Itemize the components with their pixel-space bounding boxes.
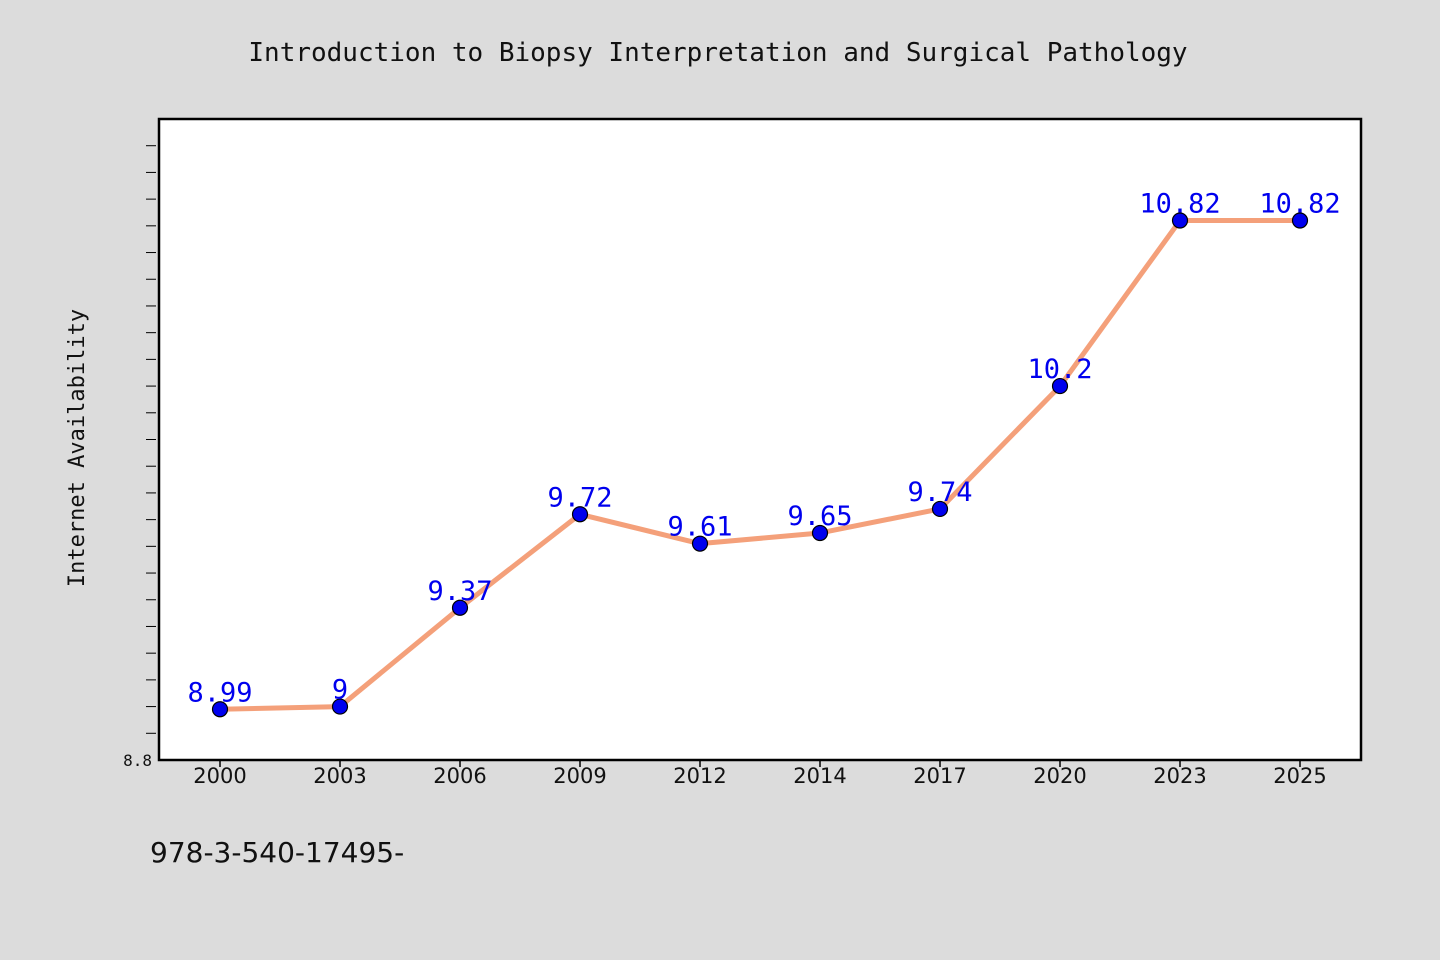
data-point-marker <box>1051 377 1069 395</box>
y-axis-ticks <box>146 145 156 734</box>
data-label: 9.74 <box>907 477 972 508</box>
x-tick-label: 2025 <box>1273 764 1326 788</box>
x-tick-label: 2006 <box>433 764 486 788</box>
x-tick-label: 2014 <box>793 764 846 788</box>
data-label: 9.37 <box>427 576 492 607</box>
data-label: 10.82 <box>1259 188 1340 219</box>
data-point-marker <box>331 698 349 715</box>
data-label: 9 <box>332 675 348 706</box>
x-tick-label: 2012 <box>673 764 726 788</box>
data-point-marker <box>931 500 949 518</box>
isbn-annotation: 978-3-540-17495- <box>150 836 404 869</box>
data-point-marker <box>211 701 229 718</box>
data-labels: 8.99 9 9.37 9.72 9.61 9.65 9.74 10.2 10.82 10.82 <box>187 188 1340 708</box>
data-point-marker <box>1171 212 1189 229</box>
plot-area <box>157 117 1363 762</box>
data-label: 10.82 <box>1139 188 1220 219</box>
data-point-marker <box>811 524 829 542</box>
data-label: 10.2 <box>1027 354 1092 385</box>
chart-title: Introduction to Biopsy Interpretation an… <box>248 38 1187 68</box>
series-line <box>217 217 1303 712</box>
y-tick-label: 8.8 <box>123 751 152 770</box>
data-label: 9.65 <box>787 501 852 532</box>
y-axis-label: Internet Availability <box>65 309 90 587</box>
data-point-marker <box>1291 212 1309 229</box>
data-point-marker <box>571 506 589 523</box>
data-point-marker <box>691 535 709 552</box>
series-markers <box>211 212 1309 718</box>
x-tick-label: 2017 <box>913 764 966 788</box>
data-label: 8.99 <box>187 677 252 708</box>
data-label: 9.72 <box>547 482 612 513</box>
x-tick-label: 2003 <box>313 764 366 788</box>
data-label: 9.61 <box>667 512 732 543</box>
x-tick-label: 2023 <box>1153 764 1206 788</box>
x-tick-label: 2020 <box>1033 764 1086 788</box>
x-tick-label: 2000 <box>193 764 246 788</box>
x-tick-label: 2009 <box>553 764 606 788</box>
x-axis-ticks: 2000 2003 2006 2009 2012 2014 2017 2020 2023 2025 <box>193 760 1327 788</box>
data-point-marker <box>451 599 469 616</box>
